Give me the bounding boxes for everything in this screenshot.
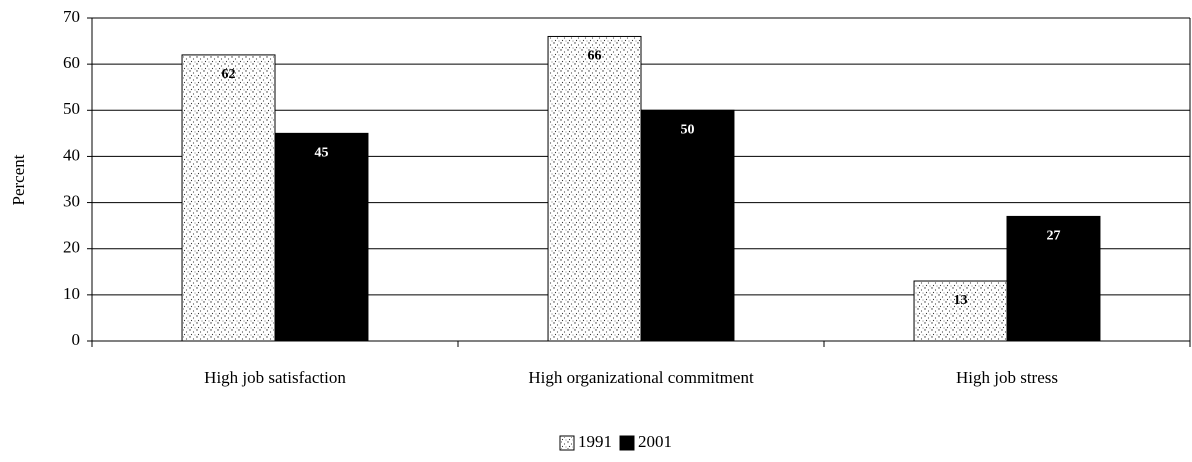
bar-texture [549,37,640,340]
legend-swatch [619,435,635,451]
x-tick-label: High job satisfaction [204,368,346,387]
legend-texture [561,437,573,449]
bar [1006,215,1101,342]
y-tick-label: 20 [63,238,80,257]
y-tick-label: 60 [63,53,80,72]
bar-texture [915,282,1006,340]
bar [640,109,735,342]
legend-label: 2001 [638,432,672,451]
y-tick-label: 50 [63,99,80,118]
bar [274,132,369,342]
y-axis-label: Percent [9,154,28,205]
x-tick-label: High job stress [956,368,1058,387]
value-label: 50 [680,123,694,138]
y-tick-label: 40 [63,145,80,164]
y-tick-label: 30 [63,191,80,210]
value-label: 66 [588,49,602,64]
value-label: 27 [1046,229,1060,244]
value-label: 62 [222,67,236,82]
y-tick-label: 70 [63,7,80,26]
value-label: 45 [314,146,328,161]
y-tick-label: 10 [63,284,80,303]
y-tick-label: 0 [72,330,81,349]
bar-texture [183,55,274,341]
value-label: 13 [954,293,968,308]
legend-label: 1991 [578,432,612,451]
x-tick-label: High organizational commitment [528,368,754,387]
